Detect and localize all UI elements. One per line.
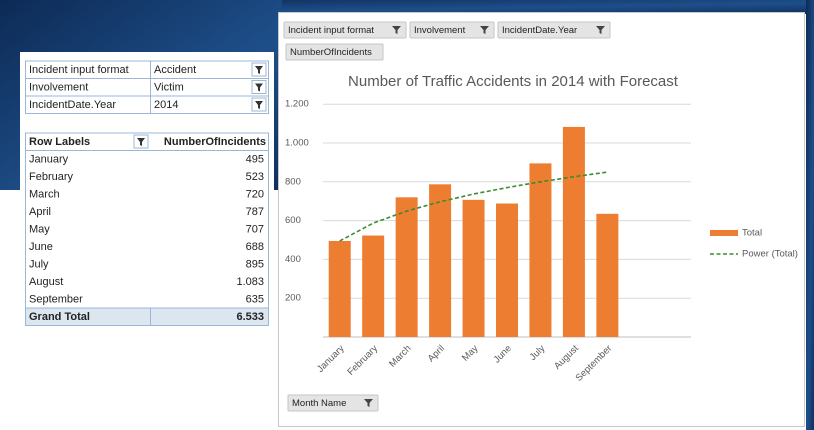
y-tick-label: 800 [285,176,301,187]
filter-field: Involvement [29,81,88,93]
chart-title: Number of Traffic Accidents in 2014 with… [348,73,679,90]
bar [563,127,585,337]
header-cell: Row Labels [29,136,90,148]
row-label: April [29,206,51,218]
row-label: January [29,153,69,165]
screen: Number of Traffic Accidents in 2014 with… [0,0,814,430]
y-tick-label: 400 [285,254,301,265]
row-label: September [29,293,83,305]
row-value: 523 [246,171,264,183]
row-value: 707 [246,223,264,235]
decor [806,0,814,430]
field-button-label: Incident input format [288,25,374,36]
row-value: 895 [246,258,264,270]
header-cell: NumberOfIncidents [164,136,266,148]
bar [496,204,518,337]
row-label: August [29,276,63,288]
legend-label: Total [742,228,762,239]
field-button-label: Month Name [292,398,346,409]
row-value: 635 [246,293,264,305]
bar [529,163,551,337]
filter-field: Incident input format [29,64,129,76]
total-value: 6.533 [236,311,264,323]
filter-value: Victim [154,81,184,93]
bar [463,200,485,337]
row-value: 720 [246,188,264,200]
filter-value: 2014 [154,99,178,111]
bar [596,214,618,337]
field-button-label: Involvement [414,25,466,36]
row-label: March [29,188,60,200]
filter-field: IncidentDate.Year [29,99,116,111]
legend-swatch [710,230,738,236]
filter-value: Accident [154,64,196,76]
total-label: Grand Total [29,311,90,323]
row-label: May [29,223,50,235]
y-tick-label: 1.000 [285,138,309,149]
bar [329,241,351,337]
bar [362,236,384,337]
row-value: 1.083 [236,276,264,288]
y-tick-label: 1.200 [285,99,309,110]
y-tick-label: 200 [285,293,301,304]
row-value: 688 [246,241,264,253]
field-button-label: NumberOfIncidents [290,47,372,58]
row-label: July [29,258,49,270]
row-label: June [29,241,53,253]
legend-label: Power (Total) [742,249,798,260]
row-label: February [29,171,74,183]
row-value: 787 [246,206,264,218]
y-tick-label: 600 [285,215,301,226]
row-value: 495 [246,153,264,165]
bar [429,184,451,337]
field-button-label: IncidentDate.Year [502,25,577,36]
bar [396,197,418,337]
